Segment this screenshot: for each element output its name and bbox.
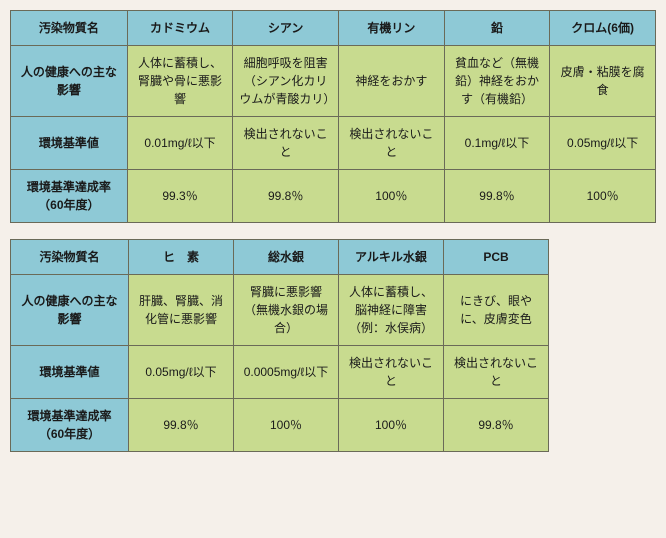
table-row: 環境基準達成率（60年度） 99.3％ 99.8％ 100％ 99.8％ 100… (11, 170, 656, 223)
col-header-cell: PCB (444, 240, 549, 275)
data-cell: 人体に蓄積し、脳神経に障害（例：水俣病） (339, 275, 444, 346)
data-cell: 0.0005mg/ℓ以下 (234, 346, 339, 399)
col-header-cell: シアン (233, 11, 339, 46)
pollutant-table-2: 汚染物質名 ヒ 素 総水銀 アルキル水銀 PCB 人の健康への主な影響 肝臓、腎… (10, 239, 548, 452)
row-header-cell: 環境基準達成率（60年度） (11, 399, 129, 452)
table-row: 汚染物質名 カドミウム シアン 有機リン 鉛 クロム(6価) (11, 11, 656, 46)
row-header-cell: 汚染物質名 (11, 11, 128, 46)
table-row: 環境基準達成率（60年度） 99.8％ 100％ 100％ 99.8％ (11, 399, 549, 452)
data-cell: にきび、眼やに、皮膚変色 (444, 275, 549, 346)
data-cell: 0.05mg/ℓ以下 (129, 346, 234, 399)
data-cell: 99.3％ (127, 170, 233, 223)
pollutant-table-1: 汚染物質名 カドミウム シアン 有機リン 鉛 クロム(6価) 人の健康への主な影… (10, 10, 656, 223)
col-header-cell: ヒ 素 (129, 240, 234, 275)
data-cell: 細胞呼吸を阻害（シアン化カリウムが青酸カリ） (233, 46, 339, 117)
data-cell: 0.1mg/ℓ以下 (444, 117, 550, 170)
data-cell: 100％ (550, 170, 656, 223)
data-cell: 検出されないこと (444, 346, 549, 399)
data-cell: 99.8％ (233, 170, 339, 223)
data-cell: 人体に蓄積し、腎臓や骨に悪影響 (127, 46, 233, 117)
data-cell: 検出されないこと (339, 346, 444, 399)
data-cell: 100％ (234, 399, 339, 452)
data-cell: 0.05mg/ℓ以下 (550, 117, 656, 170)
data-cell: 貧血など（無機鉛）神経をおかす（有機鉛） (444, 46, 550, 117)
data-cell: 100％ (339, 170, 445, 223)
data-cell: 99.8％ (129, 399, 234, 452)
row-header-cell: 環境基準値 (11, 346, 129, 399)
col-header-cell: クロム(6価) (550, 11, 656, 46)
col-header-cell: アルキル水銀 (339, 240, 444, 275)
data-cell: 神経をおかす (339, 46, 445, 117)
data-cell: 検出されないこと (233, 117, 339, 170)
table-row: 人の健康への主な影響 肝臓、腎臓、消化管に悪影響 腎臓に悪影響（無機水銀の場合）… (11, 275, 549, 346)
table-1: 汚染物質名 カドミウム シアン 有機リン 鉛 クロム(6価) 人の健康への主な影… (10, 10, 656, 223)
col-header-cell: 有機リン (339, 11, 445, 46)
col-header-cell: 鉛 (444, 11, 550, 46)
table-row: 汚染物質名 ヒ 素 総水銀 アルキル水銀 PCB (11, 240, 549, 275)
row-header-cell: 人の健康への主な影響 (11, 275, 129, 346)
row-header-cell: 人の健康への主な影響 (11, 46, 128, 117)
table-row: 人の健康への主な影響 人体に蓄積し、腎臓や骨に悪影響 細胞呼吸を阻害（シアン化カ… (11, 46, 656, 117)
col-header-cell: 総水銀 (234, 240, 339, 275)
table-row: 環境基準値 0.01mg/ℓ以下 検出されないこと 検出されないこと 0.1mg… (11, 117, 656, 170)
col-header-cell: カドミウム (127, 11, 233, 46)
data-cell: 99.8％ (444, 399, 549, 452)
row-header-cell: 環境基準達成率（60年度） (11, 170, 128, 223)
data-cell: 99.8％ (444, 170, 550, 223)
table-2: 汚染物質名 ヒ 素 総水銀 アルキル水銀 PCB 人の健康への主な影響 肝臓、腎… (10, 239, 549, 452)
row-header-cell: 汚染物質名 (11, 240, 129, 275)
data-cell: 皮膚・粘膜を腐食 (550, 46, 656, 117)
data-cell: 肝臓、腎臓、消化管に悪影響 (129, 275, 234, 346)
data-cell: 0.01mg/ℓ以下 (127, 117, 233, 170)
table-row: 環境基準値 0.05mg/ℓ以下 0.0005mg/ℓ以下 検出されないこと 検… (11, 346, 549, 399)
data-cell: 100％ (339, 399, 444, 452)
data-cell: 腎臓に悪影響（無機水銀の場合） (234, 275, 339, 346)
data-cell: 検出されないこと (339, 117, 445, 170)
row-header-cell: 環境基準値 (11, 117, 128, 170)
